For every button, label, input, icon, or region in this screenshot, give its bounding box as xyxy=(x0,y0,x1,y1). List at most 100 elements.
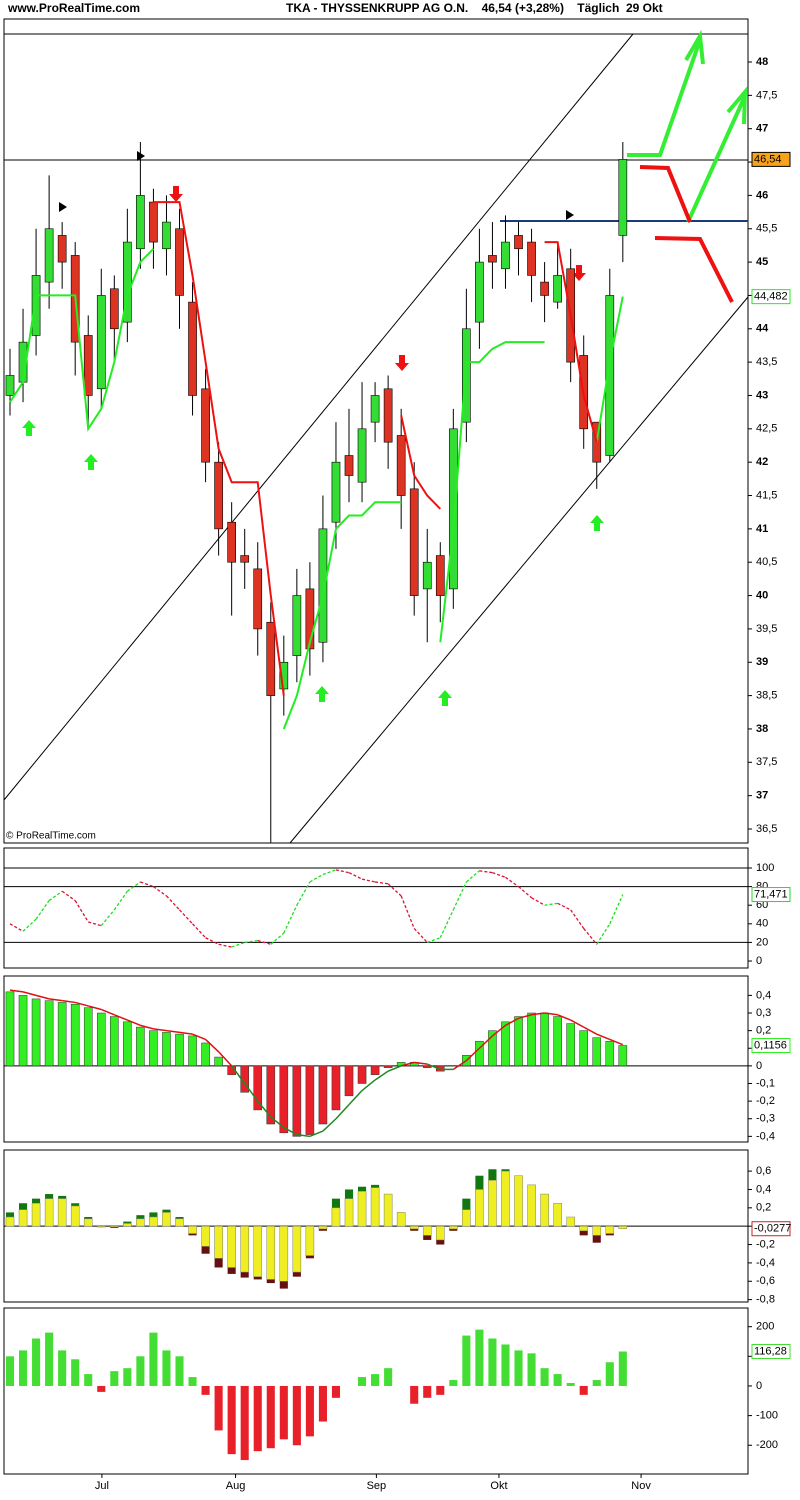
stoch-segment xyxy=(231,941,245,948)
x-tick-label: Okt xyxy=(490,1480,507,1492)
candle-body xyxy=(227,521,237,563)
stoch-segment xyxy=(518,886,532,899)
signal-segment xyxy=(465,1047,480,1062)
x-tick-label: Nov xyxy=(631,1480,651,1492)
signal-segment xyxy=(296,1133,310,1138)
stoch-segment xyxy=(179,909,194,925)
y-tick-label: 0 xyxy=(756,955,762,967)
bar xyxy=(162,1212,171,1227)
bar xyxy=(123,1368,132,1386)
x-tick-label: Jul xyxy=(95,1480,109,1492)
bar xyxy=(83,1218,93,1227)
y-tick-label: 42,5 xyxy=(756,423,777,435)
bar xyxy=(540,1012,549,1067)
bar xyxy=(605,1362,614,1386)
stoch-segment xyxy=(22,918,37,932)
signal-segment xyxy=(192,1033,206,1041)
bar xyxy=(227,1225,236,1268)
y-tick-label: -100 xyxy=(756,1410,778,1422)
stoch-segment xyxy=(583,928,598,945)
stoch-segment xyxy=(61,890,76,902)
bar xyxy=(279,1385,288,1440)
stoch-segment xyxy=(244,939,258,944)
bar xyxy=(514,1350,523,1386)
bar xyxy=(383,1193,393,1227)
bar xyxy=(462,1209,471,1227)
signal-segment xyxy=(218,1051,233,1067)
stoch-segment xyxy=(335,869,350,874)
bar xyxy=(358,1377,367,1386)
marker xyxy=(566,210,574,220)
bar xyxy=(436,1385,445,1395)
candle-body xyxy=(527,241,536,276)
candle-body xyxy=(109,288,119,330)
candle-body xyxy=(292,595,302,656)
stoch-segment xyxy=(218,943,232,948)
bar xyxy=(70,1205,80,1227)
bar xyxy=(566,1216,575,1227)
bar xyxy=(84,1374,93,1386)
signal-segment xyxy=(140,1024,154,1030)
stoch-segment xyxy=(74,900,89,923)
sell-arrows xyxy=(169,186,586,371)
forecast-up xyxy=(627,39,702,157)
stoch-segment xyxy=(88,921,102,927)
bar xyxy=(514,1175,523,1227)
bar xyxy=(201,1385,210,1395)
candle-body xyxy=(514,235,523,250)
bar xyxy=(579,1030,589,1067)
bar xyxy=(618,1351,627,1386)
y-tick-label: -0,2 xyxy=(756,1238,775,1250)
candle-body xyxy=(214,461,223,530)
y-tick-label: 43 xyxy=(756,389,768,401)
bar xyxy=(149,1030,158,1067)
value-label: 44,482 xyxy=(754,291,788,303)
candle-body xyxy=(501,241,510,270)
sell-arrow xyxy=(169,186,183,202)
bar xyxy=(292,1385,301,1446)
bar xyxy=(214,1056,223,1067)
candle-body xyxy=(344,455,354,476)
bar xyxy=(162,1350,171,1386)
bar xyxy=(149,1332,158,1386)
bar xyxy=(110,1371,119,1386)
stoch-segment xyxy=(374,881,389,885)
stoch-segment xyxy=(205,937,219,945)
stoch-segment xyxy=(531,897,545,906)
bar xyxy=(331,1385,341,1398)
candle-body xyxy=(396,435,406,496)
stoch-segment xyxy=(439,909,454,939)
bar xyxy=(371,1374,380,1386)
buy-arrows xyxy=(22,420,604,706)
candle-body xyxy=(123,241,132,323)
bar xyxy=(501,1021,510,1067)
candle-body xyxy=(605,295,615,456)
y-tick-label: 20 xyxy=(756,936,768,948)
bar xyxy=(501,1170,510,1227)
bar xyxy=(31,998,41,1067)
candle-body xyxy=(331,461,341,523)
y-tick-label: -0,3 xyxy=(756,1113,775,1125)
forecast-up xyxy=(686,95,747,223)
stoch-segment xyxy=(413,928,428,943)
bar xyxy=(475,1329,484,1386)
bar xyxy=(331,1207,341,1227)
buy-arrow xyxy=(315,686,329,702)
bar xyxy=(96,1012,106,1067)
marker xyxy=(137,151,145,161)
bar xyxy=(540,1368,549,1386)
y-tick-label: 38 xyxy=(756,723,768,735)
signal-segment xyxy=(544,1012,558,1016)
candle-body xyxy=(305,588,315,650)
bar xyxy=(214,1385,223,1431)
bar xyxy=(566,1382,575,1386)
bar xyxy=(488,1180,497,1227)
value-box xyxy=(751,1221,791,1237)
y-tick-label: 39 xyxy=(756,656,768,668)
stoch-segment xyxy=(348,872,363,880)
bar xyxy=(475,1040,484,1067)
y-tick-label: 0,4 xyxy=(756,1183,771,1195)
bar xyxy=(18,1350,28,1386)
candle-body xyxy=(383,388,393,443)
